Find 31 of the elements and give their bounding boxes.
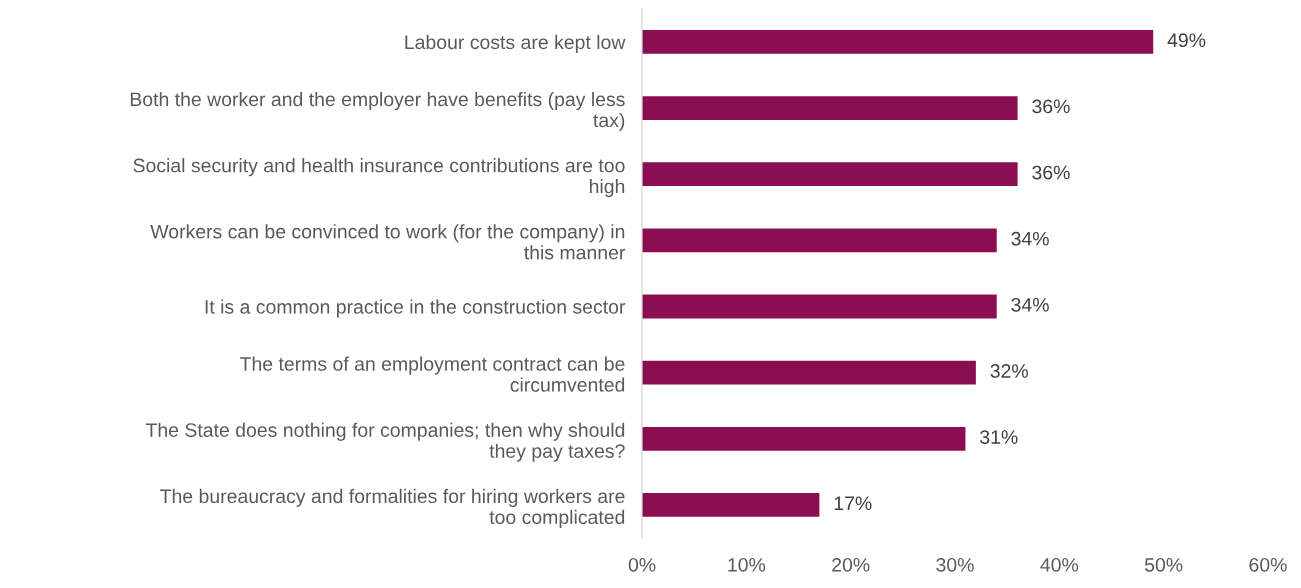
data-label: 31% bbox=[980, 430, 1018, 445]
bar bbox=[642, 228, 997, 253]
y-tick-label: The bureaucracy and formalities for hiring workers are too complicated bbox=[160, 488, 625, 528]
x-tick-label: 40% bbox=[1040, 557, 1079, 572]
bar bbox=[642, 493, 820, 517]
data-label: 34% bbox=[1011, 231, 1049, 246]
x-tick-label: 50% bbox=[1144, 557, 1183, 572]
y-tick-label: The terms of an employment contract can be circumvented bbox=[240, 356, 625, 392]
data-label: 36% bbox=[1032, 165, 1070, 180]
x-tick-label: 30% bbox=[936, 557, 974, 572]
y-tick-label: It is a common practice in the construction sector bbox=[205, 299, 626, 318]
bar bbox=[642, 162, 1018, 187]
x-tick-label: 10% bbox=[728, 557, 766, 572]
bar bbox=[642, 29, 1154, 54]
y-tick-label: Labour costs are kept low bbox=[405, 34, 626, 53]
x-tick-label: 20% bbox=[832, 557, 870, 572]
data-label: 17% bbox=[834, 496, 872, 511]
bar bbox=[642, 96, 1018, 120]
bar bbox=[642, 360, 976, 385]
x-tick-label: 60% bbox=[1249, 557, 1287, 572]
data-label: 34% bbox=[1011, 297, 1049, 312]
bar bbox=[642, 426, 966, 451]
data-label: 49% bbox=[1167, 33, 1206, 48]
y-tick-label: Workers can be convinced to work (for the company) in this manner bbox=[150, 224, 626, 260]
bar bbox=[642, 294, 997, 319]
y-tick-label: The State does nothing for companies; then why should they pay taxes? bbox=[145, 422, 625, 462]
y-tick-label: Both the worker and the employer have benefits (pay less tax) bbox=[130, 91, 625, 131]
y-tick-label: Social security and health insurance contributions are too high bbox=[133, 158, 625, 198]
data-label: 32% bbox=[990, 364, 1028, 378]
x-tick-label: 0% bbox=[628, 557, 656, 572]
data-label: 36% bbox=[1032, 99, 1070, 114]
